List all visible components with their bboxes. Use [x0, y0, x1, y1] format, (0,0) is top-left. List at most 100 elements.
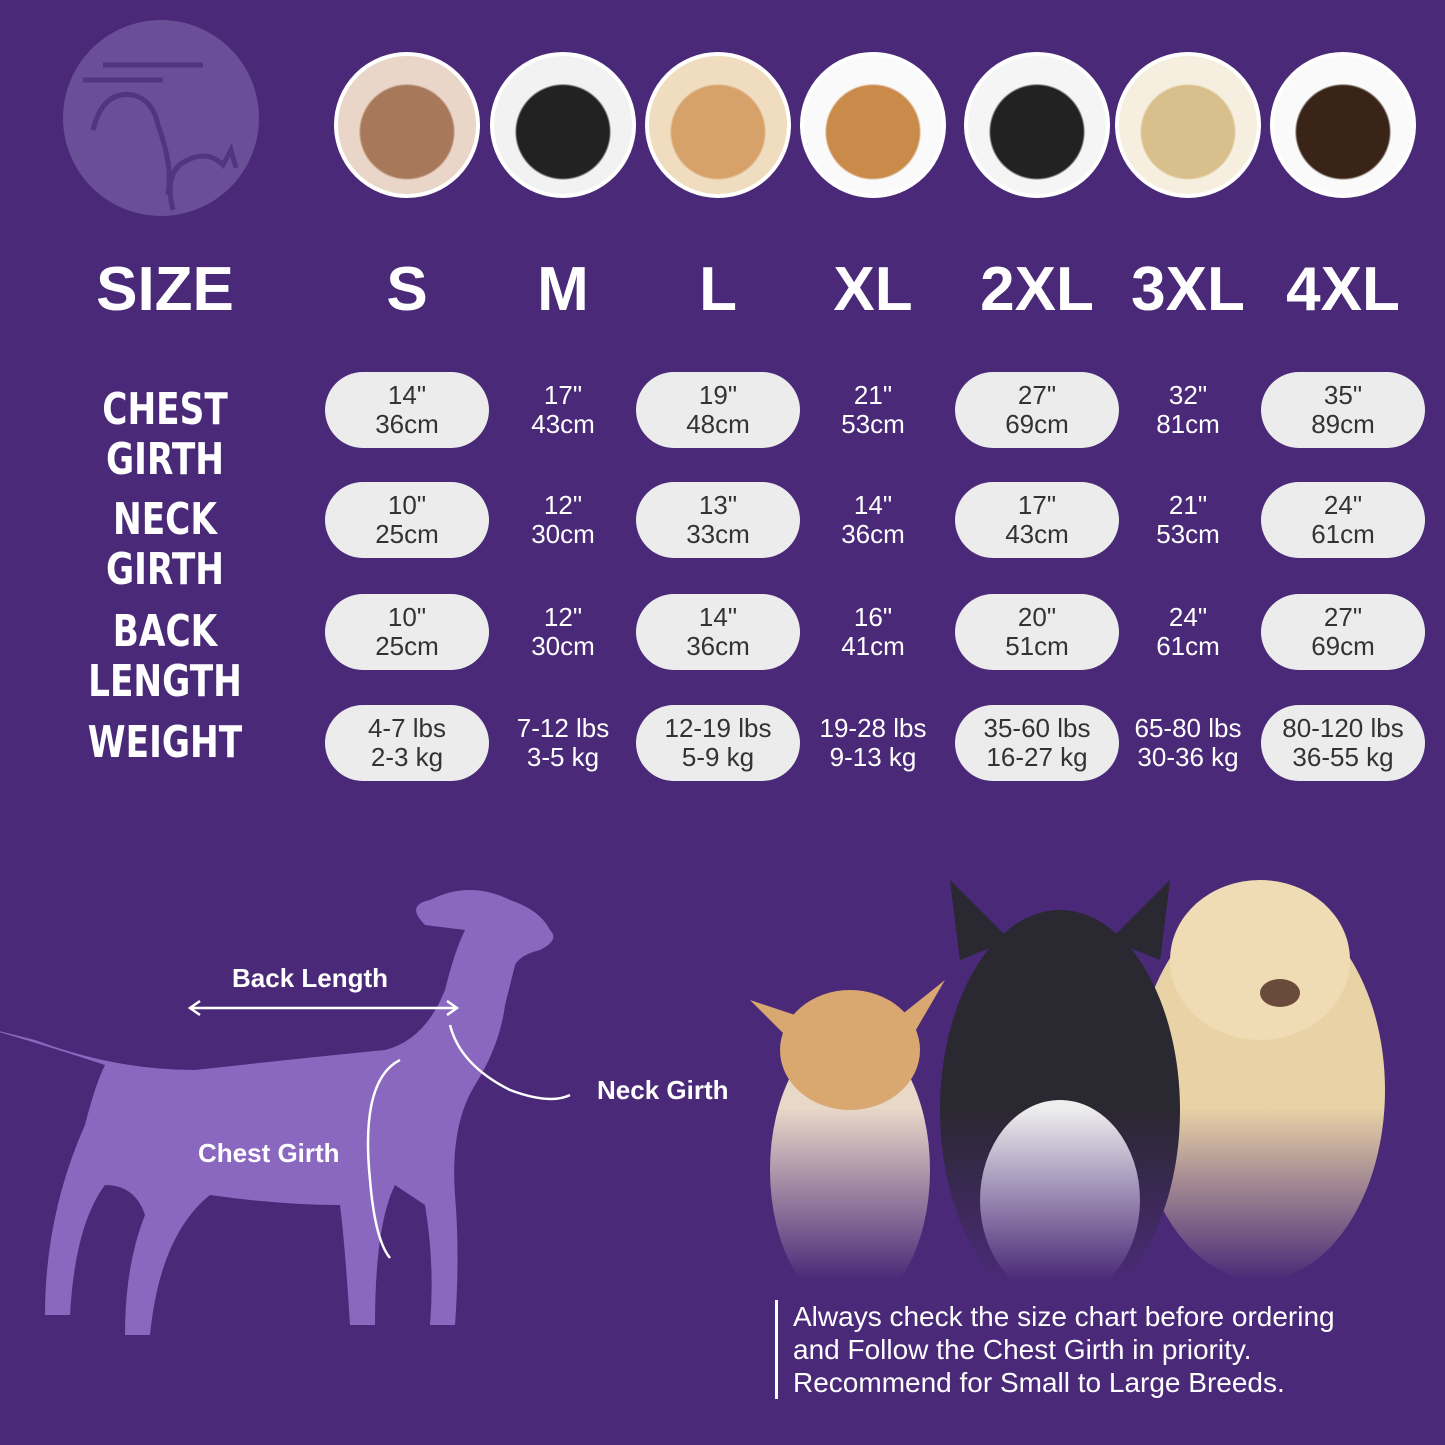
metric-value: 41cm — [841, 631, 905, 661]
metric-value: 25cm — [375, 631, 439, 661]
table-cell: 24" 61cm — [1106, 594, 1270, 670]
note-line: Always check the size chart before order… — [793, 1301, 1335, 1332]
metric-value: 9-13 kg — [829, 742, 917, 772]
metric-value: 2-3 kg — [370, 742, 444, 772]
imperial-value: 10" — [387, 490, 427, 520]
imperial-value: 16" — [853, 602, 893, 632]
imperial-value: 14" — [853, 490, 893, 520]
table-cell: 19-28 lbs 9-13 kg — [791, 705, 955, 781]
imperial-value: 65-80 lbs — [1134, 713, 1242, 743]
table-cell: 80-120 lbs 36-55 kg — [1261, 705, 1425, 781]
metric-value: 36cm — [686, 631, 750, 661]
metric-value: 53cm — [841, 409, 905, 439]
imperial-value: 17" — [543, 380, 583, 410]
metric-value: 61cm — [1311, 519, 1375, 549]
imperial-value: 35" — [1323, 380, 1363, 410]
size-header-3xl: 3XL — [1131, 255, 1245, 324]
table-cell: 17" 43cm — [955, 482, 1119, 558]
metric-value: 89cm — [1311, 409, 1375, 439]
breed-photo-shih-tzu — [334, 52, 480, 198]
table-cell: 32" 81cm — [1106, 372, 1270, 448]
pet-logo-icon — [63, 20, 259, 216]
table-cell: 10" 25cm — [325, 482, 489, 558]
table-cell: 14" 36cm — [325, 372, 489, 448]
metric-value: 61cm — [1156, 631, 1220, 661]
metric-value: 81cm — [1156, 409, 1220, 439]
back-length-label: Back Length — [232, 963, 389, 993]
imperial-value: 12-19 lbs — [664, 713, 772, 743]
table-cell: 4-7 lbs 2-3 kg — [325, 705, 489, 781]
imperial-value: 21" — [1168, 490, 1208, 520]
size-header-4xl: 4XL — [1286, 255, 1400, 324]
table-cell: 16" 41cm — [791, 594, 955, 670]
size-header-xl: XL — [833, 255, 913, 324]
metric-value: 30cm — [531, 519, 595, 549]
imperial-value: 24" — [1323, 490, 1363, 520]
table-cell: 12" 30cm — [481, 482, 645, 558]
breed-photo-beagle — [800, 52, 946, 198]
table-cell: 24" 61cm — [1261, 482, 1425, 558]
breed-photo-labrador — [1115, 52, 1261, 198]
size-note: Always check the size chart before order… — [775, 1300, 1335, 1399]
table-cell: 20" 51cm — [955, 594, 1119, 670]
metric-value: 36cm — [375, 409, 439, 439]
dog-silhouette — [0, 890, 554, 1335]
row-label: BACK LENGTH — [88, 606, 242, 707]
table-cell: 21" 53cm — [1106, 482, 1270, 558]
imperial-value: 12" — [543, 490, 583, 520]
metric-value: 43cm — [531, 409, 595, 439]
metric-value: 69cm — [1311, 631, 1375, 661]
imperial-value: 19" — [698, 380, 738, 410]
note-line: Recommend for Small to Large Breeds. — [793, 1367, 1285, 1398]
imperial-value: 4-7 lbs — [367, 713, 447, 743]
metric-value: 69cm — [1005, 409, 1069, 439]
imperial-value: 14" — [387, 380, 427, 410]
metric-value: 5-9 kg — [681, 742, 755, 772]
neck-girth-label: Neck Girth — [597, 1075, 729, 1105]
imperial-value: 27" — [1323, 602, 1363, 632]
imperial-value: 27" — [1017, 380, 1057, 410]
table-cell: 65-80 lbs 30-36 kg — [1106, 705, 1270, 781]
row-label: NECK GIRTH — [106, 494, 224, 595]
breed-photo-boston-terrier — [490, 52, 636, 198]
imperial-value: 10" — [387, 602, 427, 632]
table-cell: 12" 30cm — [481, 594, 645, 670]
metric-value: 36-55 kg — [1292, 742, 1394, 772]
metric-value: 53cm — [1156, 519, 1220, 549]
metric-value: 30cm — [531, 631, 595, 661]
table-cell: 27" 69cm — [955, 372, 1119, 448]
imperial-value: 12" — [543, 602, 583, 632]
metric-value: 30-36 kg — [1137, 742, 1239, 772]
note-line: and Follow the Chest Girth in priority. — [793, 1334, 1252, 1365]
metric-value: 36cm — [841, 519, 905, 549]
imperial-value: 80-120 lbs — [1282, 713, 1404, 743]
imperial-value: 14" — [698, 602, 738, 632]
metric-value: 16-27 kg — [986, 742, 1088, 772]
breed-photo-doberman — [1270, 52, 1416, 198]
table-cell: 12-19 lbs 5-9 kg — [636, 705, 800, 781]
table-cell: 19" 48cm — [636, 372, 800, 448]
metric-value: 48cm — [686, 409, 750, 439]
size-header: SIZE — [96, 255, 234, 324]
metric-value: 43cm — [1005, 519, 1069, 549]
table-cell: 17" 43cm — [481, 372, 645, 448]
breed-photo-cocker-spaniel — [645, 52, 791, 198]
table-cell: 35-60 lbs 16-27 kg — [955, 705, 1119, 781]
size-header-m: M — [537, 255, 589, 324]
imperial-value: 7-12 lbs — [516, 713, 610, 743]
imperial-value: 17" — [1017, 490, 1057, 520]
imperial-value: 35-60 lbs — [983, 713, 1091, 743]
breed-photo-border-collie — [964, 52, 1110, 198]
row-label: WEIGHT — [87, 717, 243, 768]
table-cell: 13" 33cm — [636, 482, 800, 558]
table-cell: 10" 25cm — [325, 594, 489, 670]
chest-girth-label: Chest Girth — [198, 1138, 340, 1168]
size-header-l: L — [699, 255, 737, 324]
metric-value: 51cm — [1005, 631, 1069, 661]
size-header-2xl: 2XL — [980, 255, 1094, 324]
table-cell: 14" 36cm — [636, 594, 800, 670]
metric-value: 3-5 kg — [526, 742, 600, 772]
metric-value: 25cm — [375, 519, 439, 549]
table-cell: 21" 53cm — [791, 372, 955, 448]
